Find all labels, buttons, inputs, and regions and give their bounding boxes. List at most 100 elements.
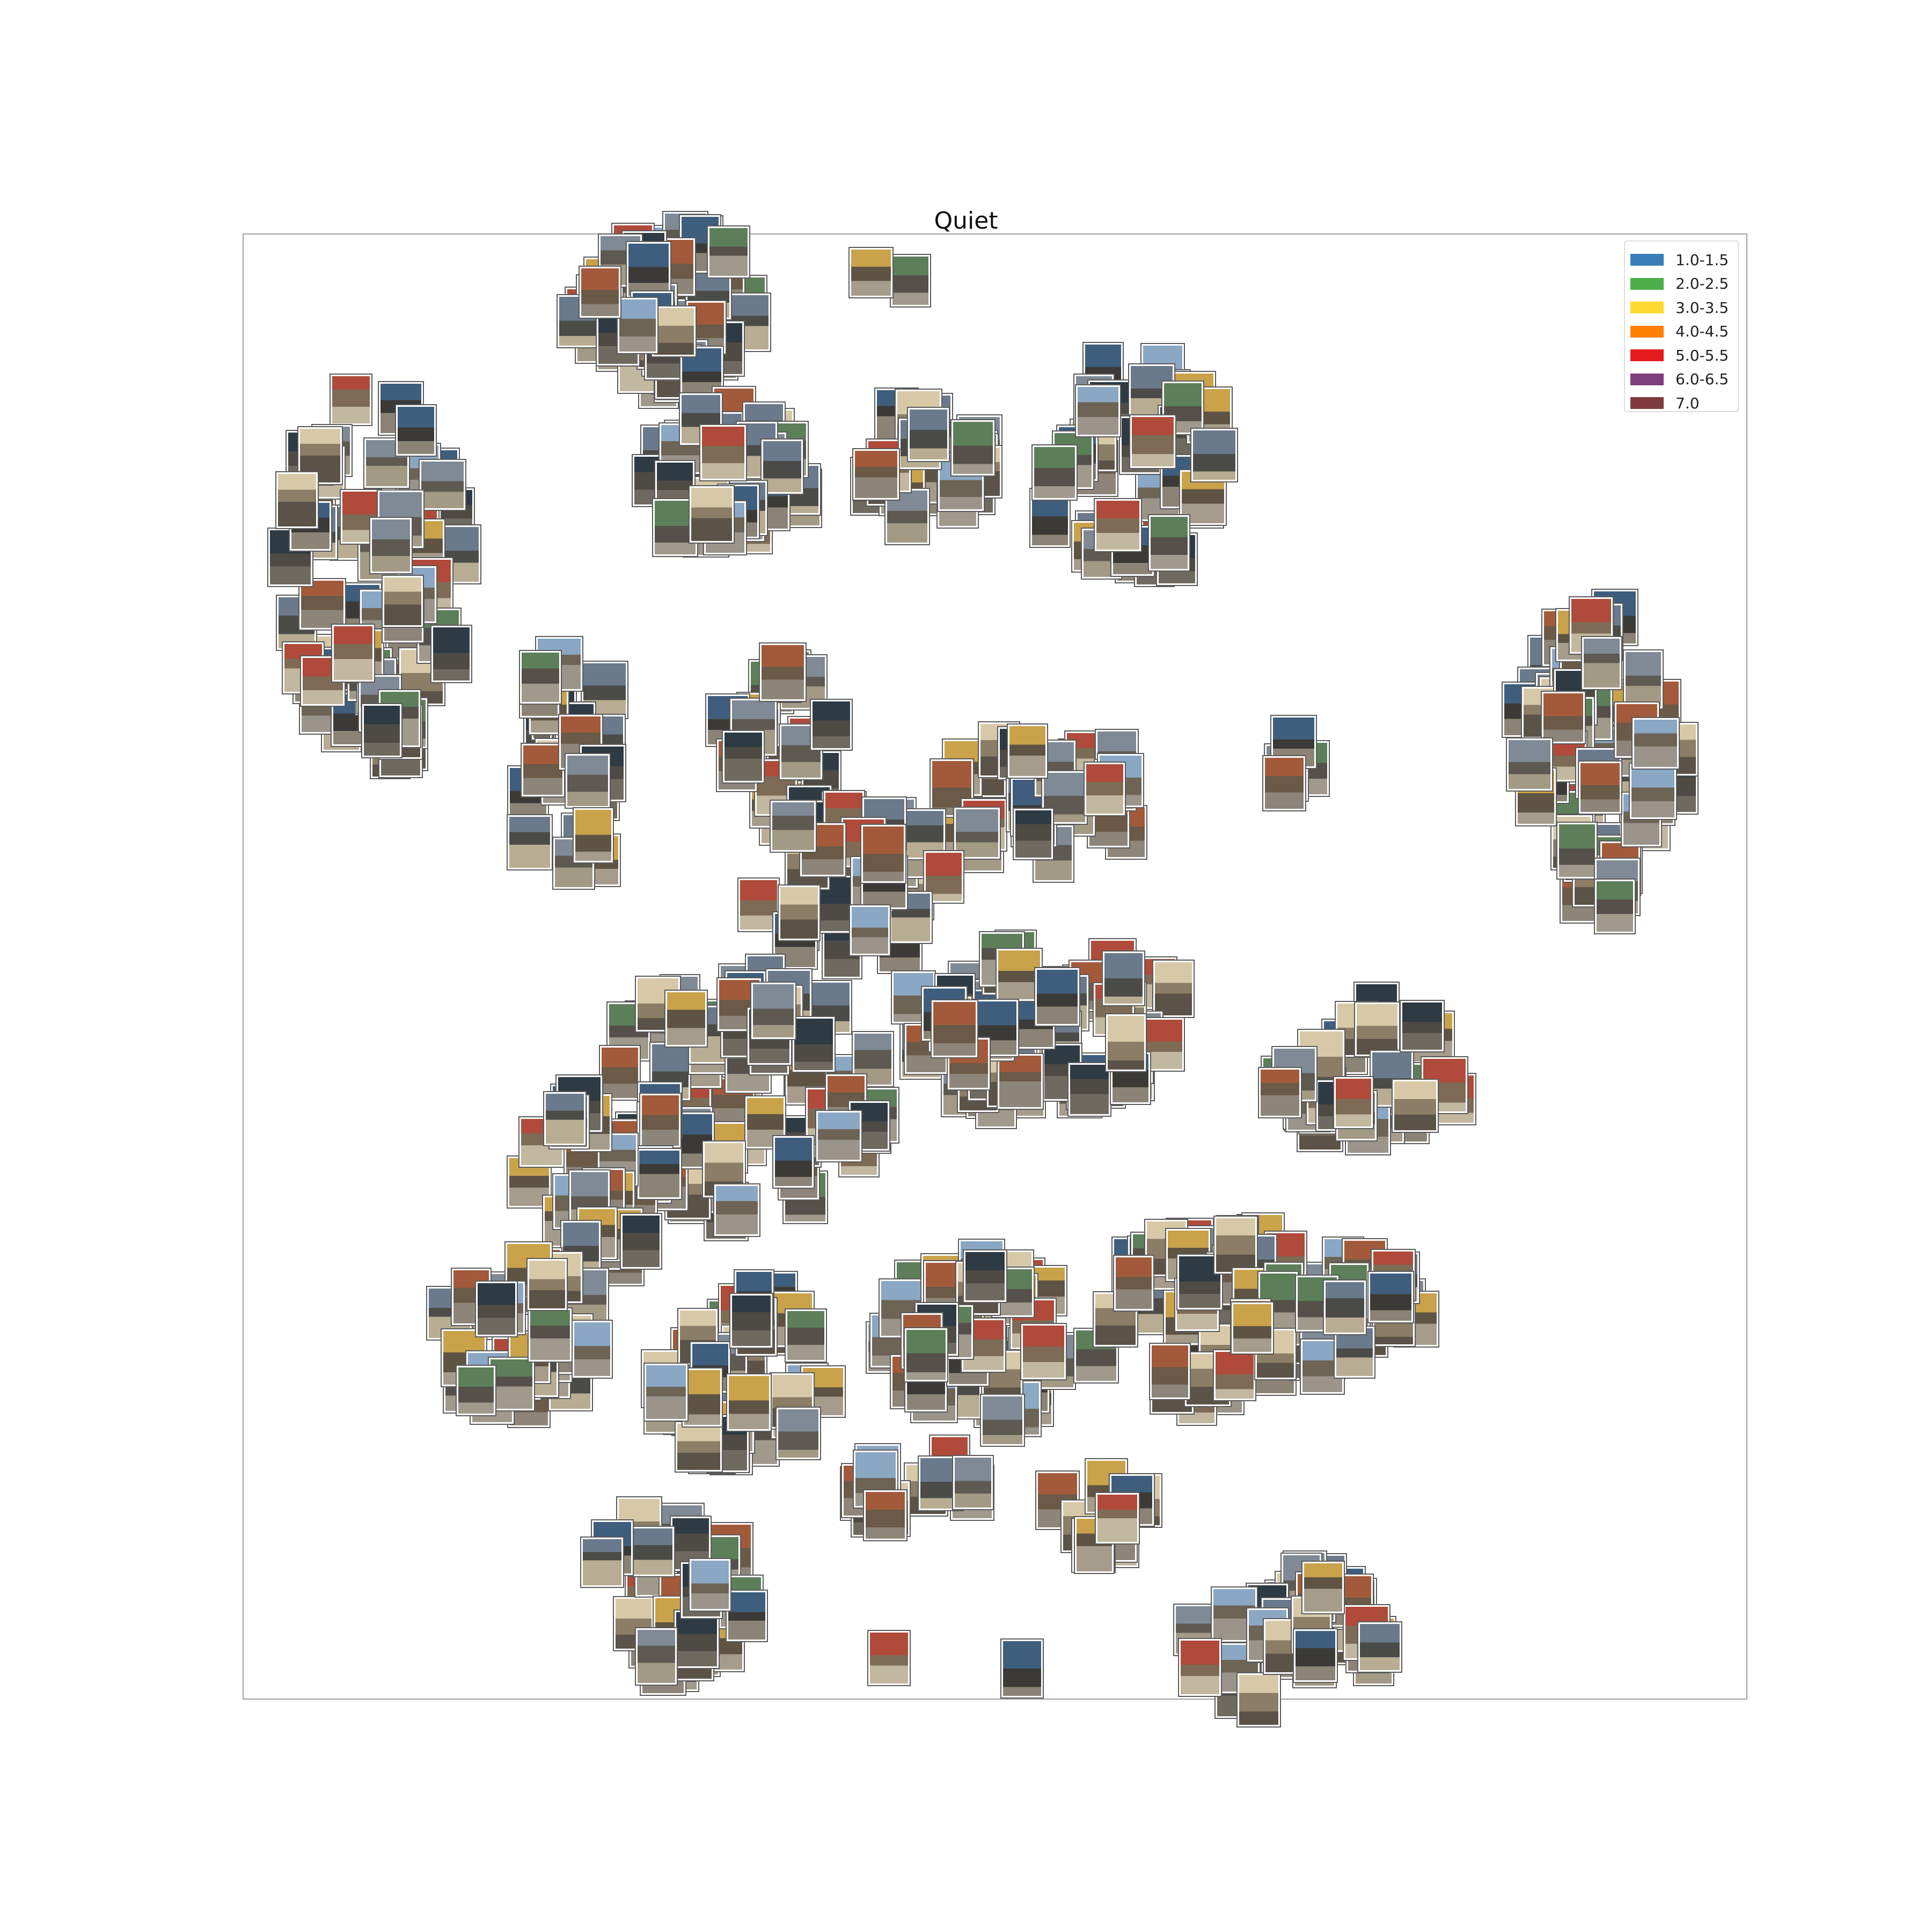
legend-swatch: [1630, 397, 1664, 409]
photo-thumbnail: [815, 1110, 862, 1162]
photo-thumbnail: [1000, 1638, 1044, 1699]
street-photo-image: [522, 653, 559, 702]
photo-thumbnail: [1213, 1349, 1256, 1401]
street-photo-image: [1023, 1326, 1064, 1378]
photo-thumbnail: [675, 1421, 723, 1473]
street-photo-image: [955, 1458, 991, 1507]
photo-thumbnail: [1629, 763, 1677, 820]
photo-thumbnail: [1013, 808, 1054, 860]
photo-thumbnail: [760, 438, 804, 495]
photo-thumbnail: [689, 1558, 731, 1612]
photo-thumbnail: [456, 1365, 496, 1416]
photo-thumbnail: [297, 426, 343, 485]
legend-label: 1.0-1.5: [1675, 251, 1729, 269]
photo-thumbnail: [361, 703, 402, 758]
photo-thumbnail: [572, 1320, 613, 1379]
street-photo-image: [1151, 517, 1188, 569]
photo-thumbnail: [557, 294, 599, 348]
street-photo-image: [1216, 1352, 1254, 1399]
street-photo-image: [709, 228, 748, 276]
photo-thumbnail: [518, 1116, 565, 1168]
photo-thumbnail: [330, 374, 372, 426]
photo-thumbnail: [707, 225, 750, 279]
photo-thumbnail: [521, 743, 565, 797]
photo-thumbnail: [1236, 1672, 1281, 1728]
photo-thumbnail: [810, 699, 853, 751]
photo-thumbnail: [275, 471, 319, 529]
street-photo-image: [852, 907, 888, 954]
legend-swatch: [1630, 277, 1664, 290]
legend-entry: 7.0: [1630, 391, 1732, 415]
street-photo-image: [1097, 1495, 1137, 1542]
photo-thumbnail: [579, 266, 621, 319]
street-photo-image: [530, 1310, 570, 1360]
street-photo-image: [458, 1367, 494, 1414]
photo-thumbnail: [713, 1183, 760, 1237]
photo-thumbnail: [1178, 1638, 1222, 1697]
legend-entry: 5.0-5.5: [1630, 343, 1732, 368]
photo-thumbnail: [950, 419, 996, 477]
street-photo-image: [1304, 1563, 1342, 1612]
street-photo-image: [567, 756, 608, 806]
photo-thumbnail: [565, 753, 611, 809]
photo-thumbnail: [759, 642, 807, 702]
street-photo-image: [677, 1424, 720, 1470]
street-photo-image: [619, 299, 656, 352]
street-photo-image: [780, 887, 818, 939]
photo-thumbnail: [1258, 1067, 1302, 1118]
street-photo-image: [1096, 501, 1139, 550]
street-photo-image: [575, 810, 611, 861]
street-photo-image: [1104, 953, 1143, 1004]
street-photo-image: [1631, 765, 1674, 817]
street-photo-image: [870, 1633, 908, 1684]
street-photo-image: [1634, 720, 1677, 767]
photo-thumbnail: [599, 1045, 641, 1101]
street-photo-image: [1233, 1304, 1271, 1352]
photo-thumbnail: [729, 1293, 773, 1349]
photo-thumbnail: [382, 575, 424, 628]
photo-thumbnail: [573, 807, 614, 863]
photo-thumbnail: [636, 1148, 682, 1200]
street-photo-image: [509, 817, 550, 868]
street-photo-image: [583, 1539, 621, 1585]
photo-thumbnail: [737, 877, 780, 932]
photo-thumbnail: [889, 891, 933, 944]
street-photo-image: [1181, 1641, 1219, 1694]
photo-thumbnail: [722, 730, 765, 784]
street-photo-image: [1152, 1345, 1188, 1397]
photo-thumbnail: [860, 824, 906, 884]
photo-thumbnail: [1148, 514, 1190, 572]
street-photo-image: [1108, 1016, 1144, 1070]
street-photo-image: [1357, 1004, 1397, 1055]
street-photo-image: [529, 1261, 565, 1308]
photo-thumbnail: [1084, 762, 1126, 816]
street-photo-image: [1296, 1631, 1335, 1680]
street-photo-image: [910, 409, 947, 459]
photo-thumbnail: [980, 1394, 1025, 1447]
photo-thumbnail: [852, 448, 900, 501]
photo-thumbnail: [580, 1536, 624, 1588]
street-photo-image: [1360, 1624, 1400, 1670]
street-photo-image: [906, 1330, 946, 1380]
photo-thumbnail: [772, 1135, 815, 1189]
street-photo-image: [1216, 1218, 1255, 1272]
street-photo-image: [892, 257, 928, 305]
legend-entry: 3.0-3.5: [1630, 296, 1732, 320]
photo-thumbnail: [785, 1308, 827, 1363]
legend-label: 6.0-6.5: [1675, 370, 1729, 389]
photo-thumbnail: [952, 1455, 994, 1510]
street-photo-image: [1086, 764, 1123, 814]
photo-thumbnail: [651, 305, 697, 357]
street-photo-image: [1070, 1065, 1109, 1114]
street-photo-image: [1559, 824, 1595, 877]
street-photo-image: [772, 802, 814, 850]
legend-label: 3.0-3.5: [1675, 298, 1729, 317]
photo-thumbnail: [1113, 1255, 1154, 1312]
photo-thumbnail: [1323, 1279, 1367, 1335]
photo-thumbnail: [528, 1307, 573, 1363]
street-photo-image: [691, 488, 732, 541]
photo-thumbnail: [581, 661, 628, 719]
photo-thumbnail: [890, 254, 931, 308]
legend-entry: 1.0-1.5: [1630, 248, 1732, 272]
legend-label: 4.0-4.5: [1675, 323, 1729, 341]
